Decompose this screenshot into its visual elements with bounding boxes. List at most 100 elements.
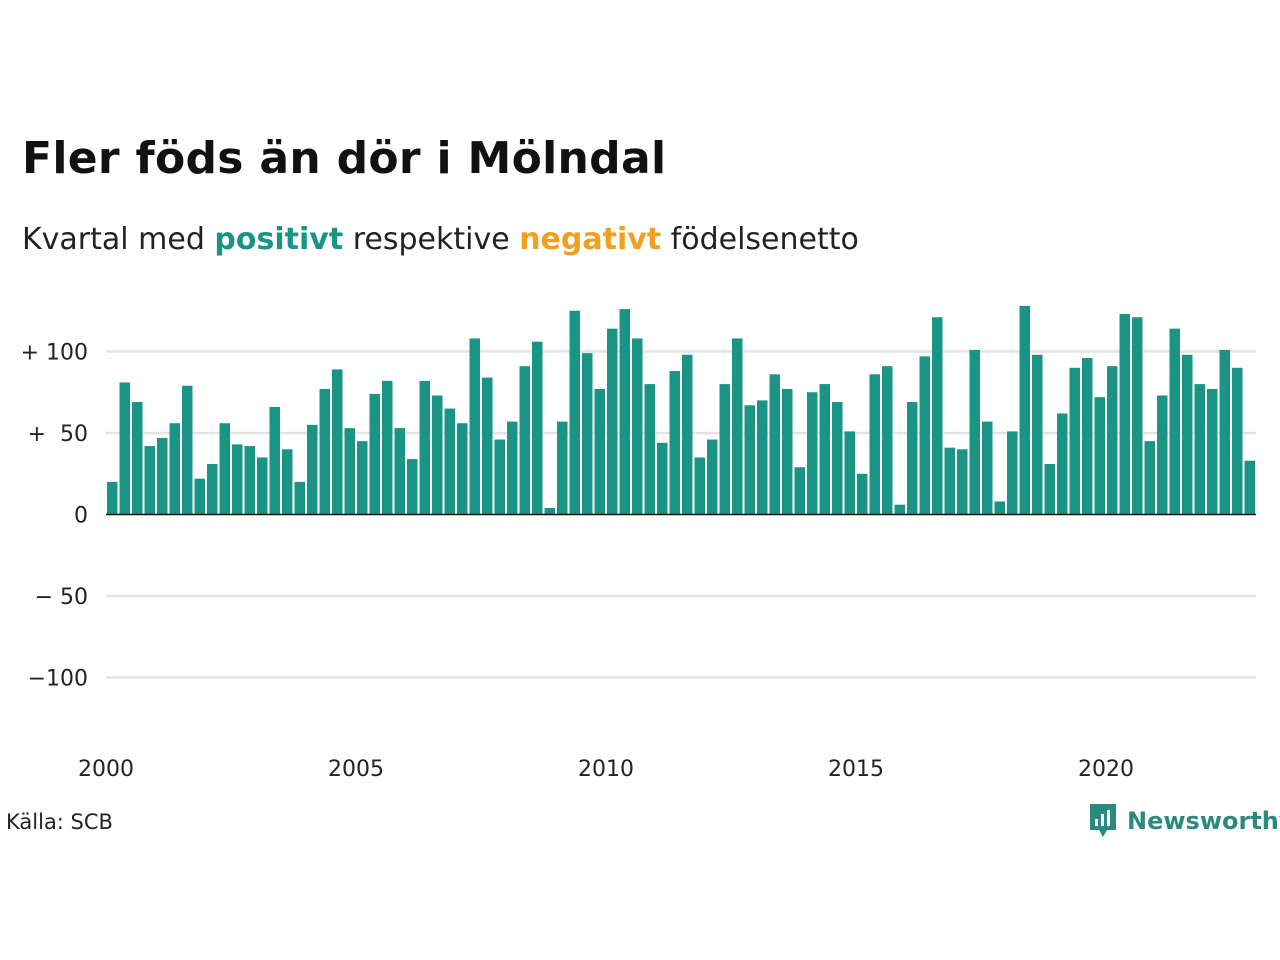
- subtitle-negative-label: negativt: [519, 222, 662, 257]
- bar: [244, 446, 255, 515]
- bar: [219, 423, 230, 515]
- bar: [357, 441, 368, 515]
- bar: [269, 406, 280, 515]
- y-tick-label: − 50: [35, 585, 88, 610]
- bar: [382, 380, 393, 515]
- bar: [932, 317, 943, 515]
- bar: [1144, 441, 1155, 515]
- bar: [657, 442, 668, 515]
- subtitle-text-after: födelsenetto: [661, 222, 859, 257]
- bar: [957, 449, 968, 515]
- bar: [919, 356, 930, 515]
- bar: [969, 349, 980, 515]
- bar: [869, 374, 880, 515]
- x-tick-label: 2010: [578, 757, 634, 782]
- bar: [882, 366, 893, 515]
- bar: [644, 384, 655, 515]
- bar: [1119, 314, 1130, 515]
- source-note: Källa: SCB: [6, 810, 113, 834]
- bar: [532, 341, 543, 515]
- bar: [394, 428, 405, 515]
- bar: [1219, 349, 1230, 515]
- bar: [407, 459, 418, 515]
- bar: [1057, 413, 1068, 515]
- bar: [694, 457, 705, 515]
- bar: [1194, 384, 1205, 515]
- bar: [369, 393, 380, 515]
- bar: [794, 467, 805, 515]
- bar: [1007, 431, 1018, 515]
- bar: [1032, 354, 1043, 515]
- bar: [119, 382, 130, 515]
- bar: [982, 421, 993, 515]
- bar: [182, 385, 193, 515]
- x-tick-label: 2020: [1078, 757, 1134, 782]
- bar: [232, 444, 243, 515]
- bar: [482, 377, 493, 515]
- bar: [557, 421, 568, 515]
- bar: [194, 478, 205, 515]
- bar: [419, 380, 430, 515]
- bar: [132, 402, 143, 515]
- bar: [857, 473, 868, 515]
- bar: [1169, 328, 1180, 515]
- bar: [344, 428, 355, 515]
- bar: [257, 457, 268, 515]
- bar: [994, 501, 1005, 515]
- bar: [1069, 367, 1080, 515]
- bar: [544, 507, 555, 515]
- bar: [282, 449, 293, 515]
- bar: [1132, 317, 1143, 515]
- bar: [432, 395, 443, 515]
- newsworthy-logo-text: Newsworthy: [1127, 807, 1280, 835]
- bar: [469, 338, 480, 515]
- y-tick-label: + 50: [28, 422, 88, 447]
- bar: [819, 384, 830, 515]
- newsworthy-logo-icon: [1090, 804, 1116, 837]
- y-tick-label: 0: [74, 504, 88, 529]
- y-tick-label: + 100: [21, 341, 88, 366]
- x-tick-label: 2015: [828, 757, 884, 782]
- bar: [1044, 463, 1055, 515]
- bar: [844, 431, 855, 515]
- bar: [719, 384, 730, 515]
- bar: [907, 402, 918, 515]
- bar: [494, 439, 505, 515]
- bar: [682, 354, 693, 515]
- bar: [1244, 460, 1255, 515]
- newsworthy-logo: Newsworthy: [1088, 802, 1280, 840]
- y-tick-label: −100: [28, 667, 88, 692]
- bar: [744, 405, 755, 515]
- bar: [169, 423, 180, 515]
- bar: [1182, 354, 1193, 515]
- bar: [632, 338, 643, 515]
- bar: [457, 423, 468, 515]
- bar: [894, 504, 905, 515]
- x-tick-label: 2000: [78, 757, 134, 782]
- bar: [1094, 397, 1105, 515]
- bar: [1232, 367, 1243, 515]
- bar: [832, 402, 843, 515]
- bar: [507, 421, 518, 515]
- bar: [594, 388, 605, 515]
- bar: [307, 424, 318, 515]
- subtitle-positive-label: positivt: [214, 222, 344, 257]
- bar-chart: + 100 + 50 0 − 50 −100 2000 2005 2010 2015 2020: [21, 305, 1256, 782]
- x-tick-label: 2005: [328, 757, 384, 782]
- bar: [332, 369, 343, 515]
- bar: [769, 374, 780, 515]
- bar: [757, 400, 768, 515]
- chart-subtitle: Kvartal med positivt respektive negativt…: [22, 222, 859, 257]
- bar: [319, 388, 330, 515]
- bar: [944, 447, 955, 515]
- bar: [732, 338, 743, 515]
- bar: [1082, 358, 1093, 515]
- subtitle-text-middle: respektive: [343, 222, 520, 257]
- bar: [107, 481, 118, 515]
- bar: [519, 366, 530, 515]
- bar: [444, 408, 455, 515]
- bar: [807, 392, 818, 515]
- bar: [1207, 388, 1218, 515]
- bar: [607, 328, 618, 515]
- chart-title: Fler föds än dör i Mölndal: [22, 133, 667, 184]
